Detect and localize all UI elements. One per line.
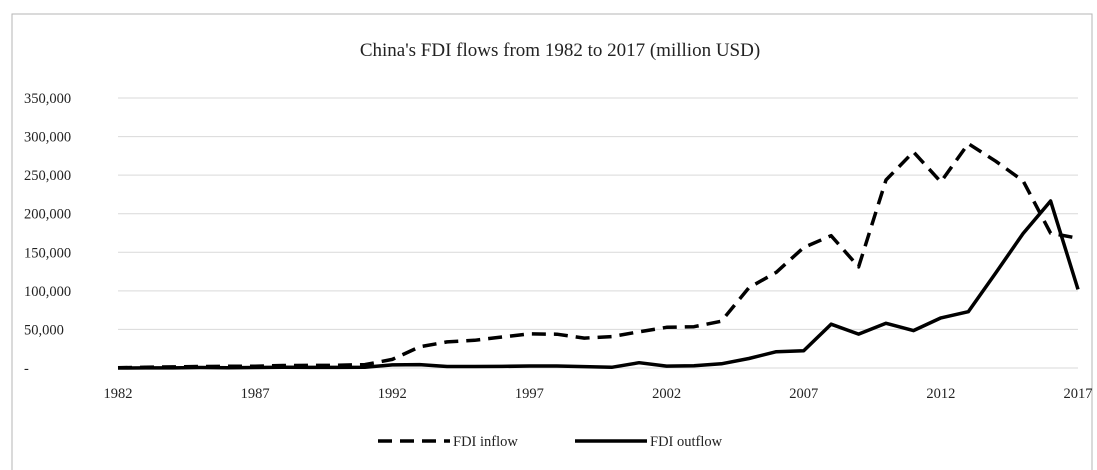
series-lines xyxy=(117,141,1080,370)
y-tick-label: 250,000 xyxy=(24,168,71,184)
x-axis-tick-labels: 1982 1987 1992 1997 2002 2007 2012 2017 xyxy=(104,386,1093,402)
y-tick-label: - xyxy=(24,361,29,377)
series-line-fdi-outflow xyxy=(117,199,1080,370)
y-tick-label: 150,000 xyxy=(24,245,71,261)
y-tick-label: 350,000 xyxy=(24,91,71,107)
y-tick-label: 50,000 xyxy=(24,322,64,338)
y-axis-tick-labels: - 50,000 100,000 150,000 200,000 250,000 300,0… xyxy=(24,91,71,377)
y-tick-label: 300,000 xyxy=(24,130,71,146)
x-tick-label: 1992 xyxy=(378,386,407,402)
legend-label: FDI inflow xyxy=(453,434,518,450)
legend-label: FDI outflow xyxy=(650,434,723,450)
x-tick-label: 2017 xyxy=(1064,386,1093,402)
chart-title: China's FDI flows from 1982 to 2017 (mil… xyxy=(360,40,760,61)
x-tick-label: 2007 xyxy=(789,386,818,402)
chart-border xyxy=(11,13,1093,470)
x-tick-label: 1982 xyxy=(104,386,133,402)
y-tick-label: 200,000 xyxy=(24,207,71,223)
x-tick-label: 1997 xyxy=(515,386,544,402)
y-tick-label: 100,000 xyxy=(24,284,71,300)
x-tick-label: 1987 xyxy=(241,386,270,402)
x-tick-label: 2002 xyxy=(652,386,681,402)
legend: FDI inflow FDI outflow xyxy=(378,434,723,450)
x-tick-label: 2012 xyxy=(926,386,955,402)
